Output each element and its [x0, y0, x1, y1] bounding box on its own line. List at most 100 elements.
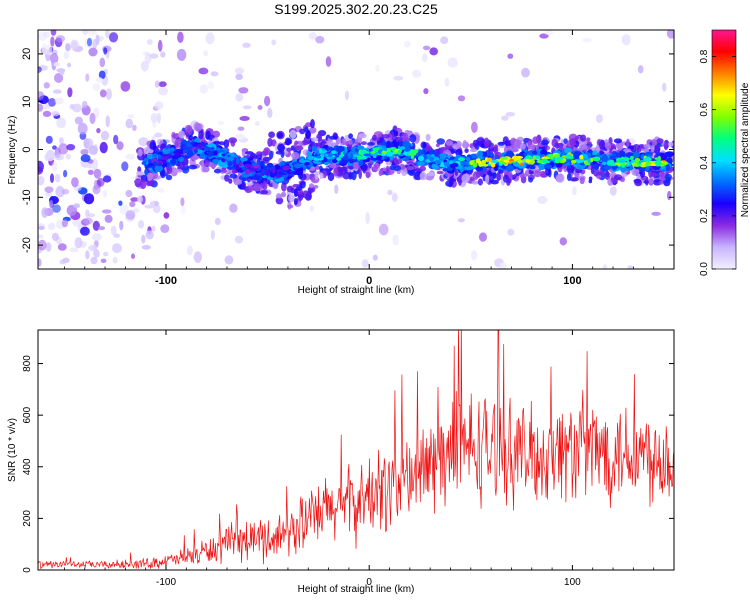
heatmap-blob [394, 136, 403, 142]
heatmap-blob [87, 37, 92, 47]
heatmap-blob [643, 143, 651, 149]
heatmap-blob [308, 32, 317, 40]
heatmap-blob [614, 174, 623, 180]
y-tick-label: -20 [21, 237, 33, 253]
heatmap-blob [112, 256, 118, 264]
heatmap-blob [88, 47, 98, 57]
heatmap-blob [141, 234, 146, 244]
heatmap-blob [38, 175, 45, 186]
heatmap-blob [419, 171, 427, 181]
heatmap-peak [342, 155, 349, 160]
heatmap-blob [605, 170, 610, 178]
heatmap-blob [125, 210, 136, 220]
heatmap-blob [457, 95, 466, 102]
heatmap-peak [554, 157, 561, 161]
heatmap-peak [182, 146, 188, 151]
heatmap-blob [45, 192, 52, 197]
heatmap-blob [51, 111, 60, 117]
heatmap-peak [318, 148, 322, 154]
heatmap-blob [304, 126, 309, 133]
heatmap-blob [83, 193, 95, 205]
heatmap-blob [156, 112, 161, 124]
heatmap-blob [180, 206, 187, 214]
heatmap-blob [662, 82, 667, 92]
heatmap-blob [528, 177, 534, 183]
heatmap-blob [130, 197, 139, 202]
x-tick-label: -100 [155, 275, 177, 287]
heatmap-blob [533, 171, 542, 178]
heatmap-peak [630, 155, 634, 161]
colorbar-ramp [712, 30, 736, 269]
heatmap-peak [351, 151, 358, 155]
heatmap-peak [509, 159, 514, 162]
heatmap-blob [426, 172, 435, 177]
heatmap-blob [378, 170, 383, 177]
heatmap-peak [186, 143, 192, 147]
heatmap-blob [451, 143, 461, 149]
heatmap-blob [149, 141, 156, 150]
heatmap-blob [570, 177, 579, 182]
snr-frame [37, 329, 675, 571]
heatmap-blob [210, 229, 215, 240]
heatmap-peak [263, 165, 268, 171]
heatmap-peak [517, 159, 523, 164]
heatmap-blob [367, 142, 375, 146]
snr-x-axis-label: Height of straight line (km) [298, 584, 415, 595]
heatmap-blob [315, 35, 325, 44]
heatmap-blob [520, 143, 526, 150]
heatmap-blob [344, 90, 349, 101]
heatmap-blob [144, 52, 152, 64]
heatmap-blob [98, 226, 105, 231]
heatmap-blob [286, 147, 293, 152]
heatmap-peak [429, 156, 435, 162]
heatmap-peak [243, 164, 252, 168]
heatmap-blob [58, 143, 69, 155]
heatmap-blob [59, 137, 64, 145]
heatmap-blob [147, 39, 153, 45]
heatmap-peak [481, 159, 486, 166]
heatmap-blob [56, 117, 67, 129]
heatmap-blob [339, 166, 348, 175]
heatmap-blob [361, 259, 369, 268]
heatmap-blob [48, 98, 56, 107]
heatmap-blob [152, 204, 161, 213]
heatmap-blob [213, 168, 222, 174]
heatmap-core [540, 149, 547, 157]
heatmap-blob [61, 219, 68, 228]
heatmap-peak [261, 170, 266, 175]
heatmap-peak [592, 156, 601, 162]
heatmap-blob [116, 141, 124, 151]
heatmap-blob [145, 230, 154, 240]
heatmap-blob [108, 32, 119, 43]
heatmap-blob [643, 180, 650, 184]
heatmap-blob [144, 204, 154, 209]
heatmap-peak [381, 150, 388, 155]
heatmap-blob [569, 138, 577, 147]
heatmap-blob [87, 169, 94, 175]
heatmap-blob [422, 45, 431, 51]
heatmap-blob [666, 30, 674, 39]
heatmap-blob [275, 197, 284, 205]
heatmap-peak [197, 143, 203, 148]
heatmap-blob [160, 224, 170, 234]
heatmap-blob [490, 179, 499, 185]
heatmap-blob [132, 208, 140, 213]
heatmap-peak [339, 154, 343, 158]
heatmap-blob [469, 143, 474, 149]
y-tick-label: -10 [21, 189, 33, 205]
heatmap-blob [157, 188, 165, 193]
heatmap-blob [241, 182, 246, 190]
heatmap-blob [257, 105, 263, 110]
heatmap-core [609, 155, 616, 160]
heatmap-core [311, 146, 318, 152]
heatmap-blob [246, 182, 254, 186]
heatmap-blob [221, 168, 227, 173]
heatmap-peak [235, 158, 240, 164]
heatmap-blob [50, 36, 55, 47]
heatmap-blob [621, 34, 631, 46]
heatmap-blob [602, 264, 608, 269]
heatmap-blob [198, 67, 209, 75]
heatmap-blob [348, 133, 353, 139]
heatmap-core [144, 169, 149, 176]
